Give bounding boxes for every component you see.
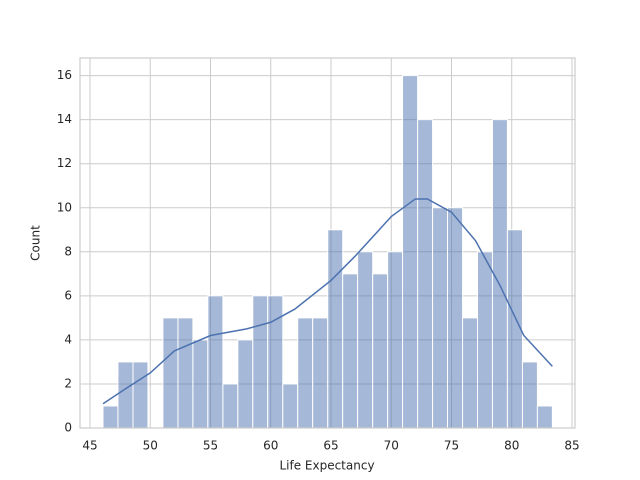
bar bbox=[102, 405, 119, 429]
x-tick-label: 65 bbox=[323, 439, 338, 453]
kde-line bbox=[102, 198, 553, 405]
bar bbox=[477, 251, 493, 429]
y-tick-label: 14 bbox=[57, 112, 72, 126]
bar bbox=[357, 251, 374, 429]
x-tick-label: 45 bbox=[82, 439, 97, 453]
bar bbox=[222, 383, 239, 429]
bar bbox=[267, 295, 284, 429]
bar bbox=[282, 383, 299, 429]
bar bbox=[491, 119, 508, 429]
bar bbox=[252, 295, 269, 429]
y-tick-label: 16 bbox=[57, 68, 72, 82]
bar bbox=[536, 405, 553, 429]
bar bbox=[192, 339, 209, 429]
bar bbox=[237, 339, 254, 429]
bar bbox=[117, 361, 134, 429]
x-tick-label: 70 bbox=[384, 439, 399, 453]
y-axis-label: Count bbox=[29, 225, 43, 261]
x-tick-label: 60 bbox=[263, 439, 278, 453]
y-tick-label: 10 bbox=[57, 200, 72, 214]
bar bbox=[177, 317, 194, 429]
bar bbox=[387, 251, 404, 429]
bar bbox=[132, 361, 149, 429]
y-tick-label: 4 bbox=[64, 332, 72, 346]
y-tick-label: 8 bbox=[64, 244, 72, 258]
y-tick-label: 6 bbox=[64, 288, 72, 302]
y-tick-label: 0 bbox=[64, 421, 72, 435]
bar bbox=[372, 273, 389, 429]
x-tick-label: 75 bbox=[444, 439, 459, 453]
bar bbox=[417, 119, 434, 429]
bar bbox=[402, 75, 419, 429]
y-tick-label: 12 bbox=[57, 156, 72, 170]
bar bbox=[447, 207, 464, 429]
x-tick-label: 55 bbox=[203, 439, 218, 453]
bar bbox=[462, 317, 479, 429]
x-tick-label: 80 bbox=[504, 439, 519, 453]
bar bbox=[521, 361, 538, 429]
bar bbox=[297, 317, 314, 429]
bar bbox=[312, 317, 329, 429]
bar bbox=[207, 295, 224, 429]
bar bbox=[327, 229, 344, 429]
x-tick-label: 85 bbox=[564, 439, 579, 453]
bar bbox=[162, 317, 179, 429]
y-tick-label: 2 bbox=[64, 376, 72, 390]
bar bbox=[432, 207, 449, 429]
bar bbox=[342, 273, 359, 429]
x-axis-label: Life Expectancy bbox=[279, 459, 374, 473]
x-tick-label: 50 bbox=[143, 439, 158, 453]
plot-frame bbox=[79, 57, 576, 429]
